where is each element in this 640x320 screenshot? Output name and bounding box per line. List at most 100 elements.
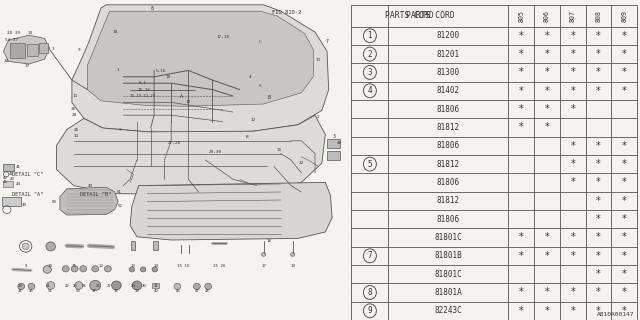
Circle shape xyxy=(75,282,83,289)
Text: A810A00147: A810A00147 xyxy=(596,312,634,317)
Text: 15,16: 15,16 xyxy=(137,88,150,92)
Text: 808: 808 xyxy=(595,10,602,22)
Text: 81806: 81806 xyxy=(437,105,460,114)
Text: 81812: 81812 xyxy=(437,123,460,132)
Text: 38 39: 38 39 xyxy=(7,31,20,35)
Text: 12: 12 xyxy=(251,118,256,122)
Text: PARTS CORD: PARTS CORD xyxy=(406,11,454,20)
Polygon shape xyxy=(130,182,332,240)
Text: 81300: 81300 xyxy=(437,68,460,77)
Text: *: * xyxy=(519,123,524,132)
Text: *: * xyxy=(545,31,549,41)
Text: 26: 26 xyxy=(71,107,76,111)
Text: 1: 1 xyxy=(367,31,372,40)
Text: 26: 26 xyxy=(74,128,79,132)
Text: 8: 8 xyxy=(367,288,372,297)
Text: *: * xyxy=(519,251,524,261)
Text: 31: 31 xyxy=(154,284,158,288)
Text: 52: 52 xyxy=(118,204,123,208)
Text: *: * xyxy=(622,269,627,279)
Text: 10: 10 xyxy=(112,30,117,34)
Text: PARTS CORD: PARTS CORD xyxy=(385,11,433,20)
Text: 81806: 81806 xyxy=(437,178,460,187)
Bar xyxy=(28,44,38,56)
Circle shape xyxy=(71,266,78,272)
Circle shape xyxy=(22,243,29,250)
Circle shape xyxy=(28,283,35,290)
Text: DETAIL "B": DETAIL "B" xyxy=(81,192,112,197)
Circle shape xyxy=(90,280,100,291)
Text: *: * xyxy=(545,68,549,77)
Text: *: * xyxy=(596,196,601,206)
Text: 18: 18 xyxy=(165,75,170,79)
Text: 48: 48 xyxy=(205,289,209,293)
Circle shape xyxy=(92,266,99,272)
Text: *: * xyxy=(519,31,524,41)
Text: 54 37: 54 37 xyxy=(5,38,19,42)
Text: 47: 47 xyxy=(195,289,199,293)
Text: *: * xyxy=(570,287,575,298)
Circle shape xyxy=(111,281,121,290)
Text: *: * xyxy=(596,31,601,41)
Text: 6,1: 6,1 xyxy=(139,81,147,85)
Text: *: * xyxy=(545,306,549,316)
Text: 9: 9 xyxy=(118,128,121,132)
Text: *: * xyxy=(519,306,524,316)
Text: 8: 8 xyxy=(151,5,154,11)
Text: *: * xyxy=(519,86,524,96)
Polygon shape xyxy=(60,187,118,215)
Text: *: * xyxy=(596,306,601,316)
Text: 13: 13 xyxy=(131,264,136,268)
Text: 18: 18 xyxy=(266,239,271,243)
Text: *: * xyxy=(570,178,575,188)
Text: 41: 41 xyxy=(15,165,20,169)
Text: *: * xyxy=(622,306,627,316)
Circle shape xyxy=(129,267,134,272)
Text: 33: 33 xyxy=(28,31,33,35)
Text: 15 16: 15 16 xyxy=(177,264,189,268)
Text: 27: 27 xyxy=(106,284,111,288)
Text: 1: 1 xyxy=(117,68,120,72)
Bar xyxy=(3,164,13,171)
Text: *: * xyxy=(622,141,627,151)
Circle shape xyxy=(291,252,295,256)
Text: *: * xyxy=(570,68,575,77)
Text: 17: 17 xyxy=(261,264,266,268)
Text: 12: 12 xyxy=(99,264,104,268)
Text: *: * xyxy=(570,306,575,316)
Text: *: * xyxy=(596,287,601,298)
Circle shape xyxy=(18,283,25,290)
Text: 81801A: 81801A xyxy=(435,288,462,297)
Text: 4: 4 xyxy=(248,75,252,79)
Text: 11: 11 xyxy=(73,94,78,98)
Text: *: * xyxy=(596,49,601,59)
Text: 9: 9 xyxy=(24,264,27,268)
Text: *: * xyxy=(622,232,627,243)
Text: *: * xyxy=(545,232,549,243)
Text: 21: 21 xyxy=(45,284,51,288)
Text: *: * xyxy=(570,159,575,169)
Text: *: * xyxy=(545,104,549,114)
Text: 24: 24 xyxy=(81,284,86,288)
Text: B: B xyxy=(268,95,270,100)
Text: 82243C: 82243C xyxy=(435,306,462,315)
Text: 81201: 81201 xyxy=(437,50,460,59)
Bar xyxy=(2,197,20,206)
Text: 81812: 81812 xyxy=(437,160,460,169)
Text: 39: 39 xyxy=(134,289,140,293)
Text: 3: 3 xyxy=(332,133,335,139)
Circle shape xyxy=(62,266,69,272)
Text: 11: 11 xyxy=(74,134,79,138)
Text: *: * xyxy=(622,31,627,41)
Text: 43: 43 xyxy=(10,177,15,181)
Text: 40: 40 xyxy=(154,289,158,293)
Bar xyxy=(131,241,135,250)
Polygon shape xyxy=(72,5,329,133)
Text: *: * xyxy=(596,251,601,261)
Text: *: * xyxy=(622,214,627,224)
Text: *: * xyxy=(570,232,575,243)
Text: 38: 38 xyxy=(114,289,119,293)
Bar xyxy=(154,241,157,250)
Text: 34: 34 xyxy=(3,60,9,63)
Text: *: * xyxy=(519,49,524,59)
